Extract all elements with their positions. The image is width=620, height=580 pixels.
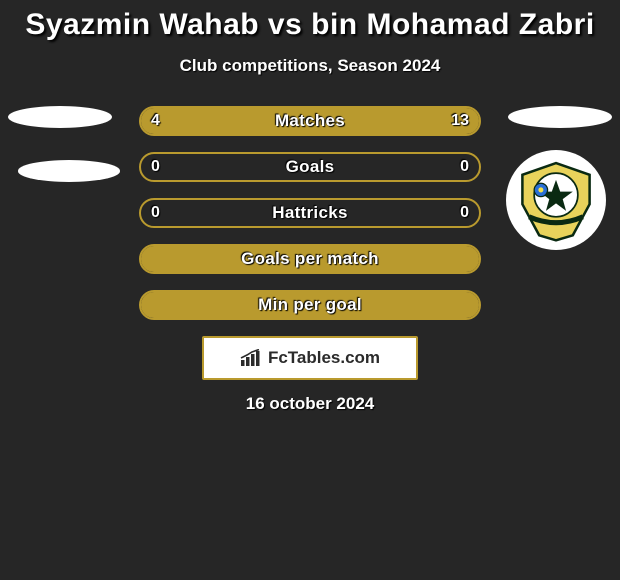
bar-value-left: 0 <box>151 200 160 226</box>
stat-bar: Matches4 13 <box>139 106 481 136</box>
bar-value-right: 0 <box>460 200 469 226</box>
brand-text: FcTables.com <box>268 348 380 368</box>
player-right-avatar <box>508 106 612 128</box>
bar-label: Min per goal <box>141 292 479 318</box>
comparison-card: Syazmin Wahab vs bin Mohamad Zabri Club … <box>0 0 620 414</box>
page-title: Syazmin Wahab vs bin Mohamad Zabri <box>0 8 620 42</box>
stat-bar: Min per goal <box>139 290 481 320</box>
stat-bar: Goals per match <box>139 244 481 274</box>
team-right-crest-icon <box>514 158 598 242</box>
brand-label: FcTables.com <box>240 348 380 368</box>
snapshot-date: 16 october 2024 <box>0 394 620 414</box>
bar-label: Goals <box>141 154 479 180</box>
stat-bar: Hattricks0 0 <box>139 198 481 228</box>
bar-value-left: 0 <box>151 154 160 180</box>
chart-icon <box>240 349 262 367</box>
bar-label: Goals per match <box>141 246 479 272</box>
comparison-body: Matches413Goals00Hattricks00Goals per ma… <box>0 106 620 320</box>
stat-bars: Matches413Goals00Hattricks00Goals per ma… <box>139 106 481 320</box>
player-left-avatar <box>8 106 112 128</box>
brand-box: FcTables.com <box>202 336 418 380</box>
team-left-avatar <box>18 160 120 182</box>
bar-value-right: 0 <box>460 154 469 180</box>
bar-value-left: 4 <box>151 108 160 134</box>
team-right-avatar <box>506 150 606 250</box>
subtitle: Club competitions, Season 2024 <box>0 56 620 76</box>
bar-label: Matches <box>141 108 479 134</box>
stat-bar: Goals0 0 <box>139 152 481 182</box>
bar-value-right: 13 <box>451 108 469 134</box>
bar-label: Hattricks <box>141 200 479 226</box>
